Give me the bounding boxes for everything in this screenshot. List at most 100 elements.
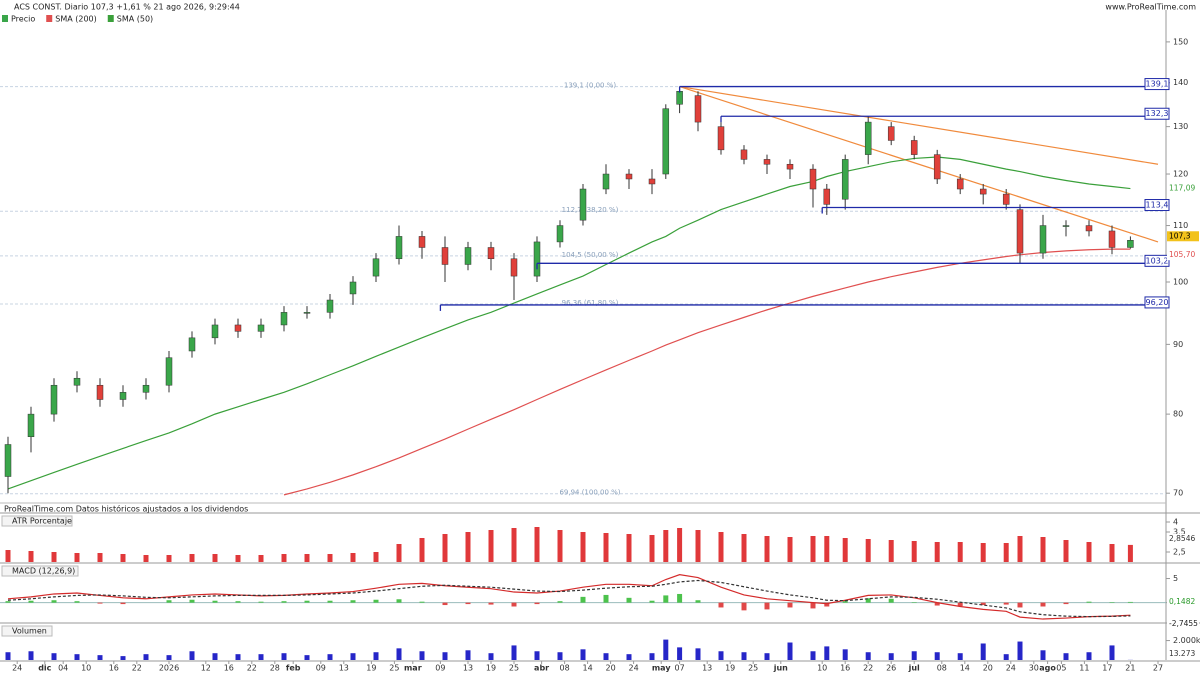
bar [97,655,103,660]
legend-label: SMA (200) [55,15,97,24]
candle-body [119,392,127,400]
x-tick-label: 30 [1029,664,1039,673]
bar [120,656,126,660]
hist-bar [534,602,540,605]
candle-body [96,384,104,400]
x-tick-label: 24 [12,664,22,673]
bar [258,555,264,562]
hist-bar [1127,601,1133,603]
bar [865,652,871,660]
x-tick-label: 2026 [159,664,179,673]
candle-body [979,188,987,195]
x-tick-label: 14 [583,664,593,673]
hist-bar [212,600,218,603]
x-tick-label: 19 [366,664,376,673]
x-tick-label: 13 [339,664,349,673]
bar [663,530,669,562]
bar [166,655,172,660]
hist-bar [327,600,333,603]
y-tick-label: 2.000k [1173,636,1200,645]
y-tick-label: 3,5 [1173,528,1186,537]
x-tick-label: dic [38,664,51,673]
candle-body [786,163,794,170]
sma200-tag-bg [1167,250,1199,261]
hist-bar [865,598,871,603]
hist-bar [603,594,609,603]
hist-bar [373,599,379,603]
x-tick-label: 08 [560,664,570,673]
bar [488,530,494,562]
candle-body [933,154,941,180]
candle-body [625,173,633,180]
candle-body [676,91,683,105]
bar [557,530,563,562]
bar [787,537,793,562]
candle-body [1108,230,1116,248]
bar [350,653,356,660]
candle-body [556,225,564,243]
level-box [1144,199,1170,212]
x-tick-label: 11 [1079,664,1089,673]
candle-body [1039,225,1047,254]
y-tick-label: 5 [1173,574,1178,583]
last-tag: 13.273 [1169,649,1195,658]
bar [396,648,402,660]
sma50-tag-bg [1167,183,1199,194]
bar [677,528,683,562]
fib-label: 139,1 (0,00 %) [564,82,616,90]
candle-body [823,188,831,205]
candle-body [188,337,196,352]
level-box [1144,78,1170,91]
x-tick-label: feb [286,664,301,673]
bar [327,554,333,562]
bar [189,554,195,562]
bar [934,542,940,562]
candle-body [648,178,656,185]
x-tick-label: 14 [960,664,970,673]
candle-body [864,121,872,155]
candle-body [887,126,895,141]
bar [888,653,894,660]
candle-body [349,281,357,295]
level-box [1144,254,1170,267]
hist-bar [741,602,747,611]
bar [1086,542,1092,562]
bar [281,554,287,562]
bar [580,532,586,562]
last-tag: 2,8546 [1169,534,1195,543]
x-tick-label: 25 [748,664,758,673]
bar [810,536,816,562]
bar [212,554,218,562]
bar [626,654,632,660]
bar [488,653,494,660]
x-tick-label: 26 [886,664,896,673]
x-tick-label: 09 [435,664,445,673]
x-tick-label: 12 [201,664,211,673]
bar [304,554,310,562]
candle-body [27,413,35,438]
trendline [679,85,1159,165]
bar [718,651,724,660]
candle-body [211,324,219,339]
level-label: 113,4 [1146,201,1169,210]
x-tick-label: jun [773,664,788,673]
x-tick-label: 27 [1153,664,1163,673]
candle-body [257,324,265,332]
candle-body [418,236,426,248]
x-tick-label: ago [1039,664,1056,673]
bar [663,639,669,660]
fib-label: 104,5 (50,00 %) [562,251,619,259]
bar [695,530,701,562]
hist-bar [842,601,848,603]
x-tick-label: 22 [247,664,257,673]
hist-bar [235,601,241,603]
bar [189,651,195,660]
signal-line [7,579,1131,618]
bar [442,652,448,660]
x-tick-label: 25 [389,664,399,673]
bar [626,534,632,562]
bar [1040,650,1046,660]
bar [465,650,471,660]
bar [28,551,34,562]
